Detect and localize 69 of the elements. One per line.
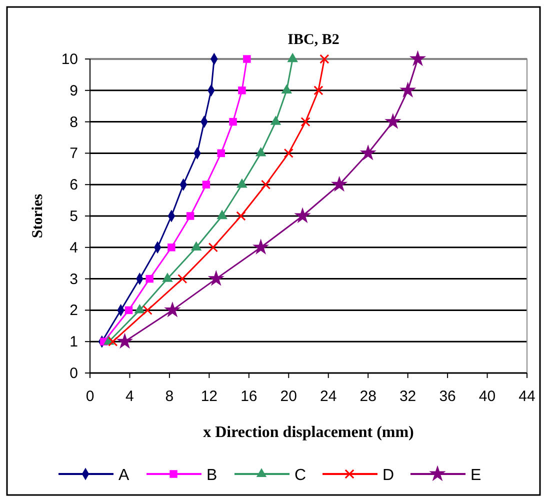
x-tick-label: 16 <box>240 388 258 405</box>
point <box>124 306 133 314</box>
point <box>134 304 146 314</box>
point <box>146 274 154 283</box>
x-tick-label: 12 <box>200 388 218 405</box>
point <box>190 241 202 250</box>
point <box>142 305 152 316</box>
x-tick-label: 20 <box>280 388 297 405</box>
y-tick-label: 8 <box>70 114 78 131</box>
point <box>300 116 310 127</box>
y-tick-label: 6 <box>70 176 78 194</box>
x-tick-label: 8 <box>165 388 174 405</box>
chart-title: IBC, B2 <box>288 32 340 48</box>
y-axis-title: Stories <box>30 194 46 238</box>
y-tick-label: 0 <box>70 365 78 382</box>
point <box>255 146 266 156</box>
x-tick-label: 36 <box>439 388 456 405</box>
point <box>236 178 248 188</box>
point <box>320 54 330 64</box>
point <box>243 55 251 63</box>
point <box>168 244 176 252</box>
x-tick-label: 40 <box>478 388 496 405</box>
legend-label: D <box>382 467 394 484</box>
point <box>202 180 210 188</box>
x-tick-label: 28 <box>360 388 376 405</box>
y-tick-label: 1 <box>70 334 78 351</box>
x-tick-label: 4 <box>126 388 134 405</box>
y-tick-label: 7 <box>70 145 78 162</box>
point <box>314 86 324 96</box>
x-tick-label: 0 <box>86 388 94 405</box>
y-tick-label: 2 <box>70 302 78 320</box>
point <box>361 146 375 160</box>
point <box>401 83 415 96</box>
point <box>260 180 271 190</box>
point <box>386 114 400 128</box>
x-tick-label: 44 <box>518 388 536 405</box>
x-axis-title: x Direction displacement (mm) <box>203 424 414 441</box>
y-tick-label: 5 <box>70 208 78 225</box>
point <box>332 178 346 190</box>
point <box>118 334 132 348</box>
point <box>178 274 188 284</box>
y-tick-label: 10 <box>61 51 78 68</box>
point <box>410 52 425 65</box>
point <box>217 149 225 158</box>
point <box>287 52 298 62</box>
point <box>270 116 282 125</box>
point <box>296 208 310 222</box>
x-tick-label: 32 <box>399 388 416 405</box>
point <box>108 336 118 346</box>
point <box>284 148 294 158</box>
point <box>209 272 223 285</box>
point <box>254 240 268 254</box>
point <box>216 210 228 220</box>
legend-label: C <box>294 467 306 484</box>
y-tick-label: 9 <box>70 82 78 100</box>
point <box>162 272 173 282</box>
point <box>236 211 246 221</box>
point <box>229 118 237 126</box>
point <box>281 84 292 94</box>
x-tick-label: 24 <box>320 388 337 405</box>
y-tick-label: 3 <box>70 270 78 288</box>
point <box>238 86 246 94</box>
legend-label: E <box>470 467 482 484</box>
point <box>166 303 180 316</box>
point <box>208 242 218 252</box>
y-tick-label: 4 <box>70 239 78 256</box>
legend-label: B <box>206 467 218 484</box>
legend-label: A <box>118 467 130 484</box>
point <box>186 212 194 220</box>
